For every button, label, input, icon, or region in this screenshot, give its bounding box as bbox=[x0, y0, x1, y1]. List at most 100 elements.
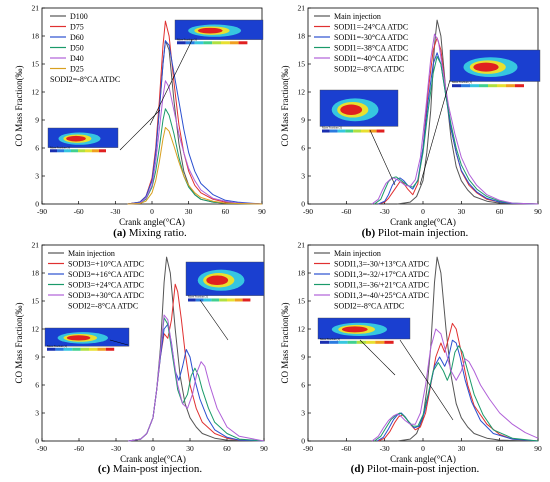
legend-note: SODI2=-8°CA ATDC bbox=[50, 75, 120, 84]
x-tick-label: -60 bbox=[341, 207, 351, 216]
legend-label: D40 bbox=[70, 54, 84, 63]
series-line-3 bbox=[127, 40, 263, 205]
annotation-arrow bbox=[149, 39, 193, 126]
y-tick-label: 9 bbox=[301, 353, 305, 362]
series-line-2 bbox=[127, 20, 263, 205]
series-line-6 bbox=[127, 127, 263, 205]
cfd-contour-inset: Mass Fraction (1) bbox=[319, 89, 399, 133]
x-tick-label: -30 bbox=[111, 444, 121, 453]
legend-label: SODI3=+10°CA ATDC bbox=[68, 260, 144, 269]
annotation-arrow bbox=[369, 129, 396, 186]
x-tick-label: -90 bbox=[37, 444, 47, 453]
y-tick-label: 21 bbox=[32, 4, 40, 13]
y-tick-label: 12 bbox=[32, 88, 40, 97]
cfd-contour-inset: Mass Fraction (1) bbox=[174, 19, 264, 45]
x-tick-label: 90 bbox=[534, 444, 542, 453]
y-tick-label: 0 bbox=[35, 437, 39, 446]
legend-label: SODI1,3=-40/+25°CA ATDC bbox=[334, 291, 429, 300]
legend-label: D100 bbox=[70, 12, 88, 21]
legend-label: SODI1=-24°CA ATDC bbox=[334, 23, 408, 32]
chart-b: -90 -60 -30 0 30 60 90 0 3 6 9 12 15 18 21 Crank angle(… bbox=[280, 4, 542, 228]
y-tick-label: 0 bbox=[301, 200, 305, 209]
series-line-3 bbox=[128, 323, 265, 442]
caption-c-text: Main-post injection. bbox=[112, 463, 203, 475]
x-tick-label: -30 bbox=[380, 207, 390, 216]
cfd-contour-inset: Mass Fraction (1) bbox=[44, 327, 130, 351]
x-tick-label: -60 bbox=[341, 444, 351, 453]
x-tick-label: 60 bbox=[496, 207, 504, 216]
y-tick-label: 21 bbox=[32, 241, 40, 250]
caption-a-label: (a) bbox=[113, 227, 126, 239]
series-line-5 bbox=[371, 33, 539, 205]
y-tick-label: 18 bbox=[32, 32, 40, 41]
x-tick-label: 60 bbox=[222, 207, 230, 216]
legend-label: SODI1=-40°CA ATDC bbox=[334, 54, 408, 63]
x-tick-label: 0 bbox=[421, 207, 425, 216]
y-tick-label: 9 bbox=[301, 116, 305, 125]
y-tick-label: 3 bbox=[35, 409, 39, 418]
y-tick-label: 6 bbox=[35, 381, 39, 390]
y-tick-label: 15 bbox=[298, 60, 306, 69]
y-tick-label: 18 bbox=[32, 269, 40, 278]
caption-d-text: Pilot-main-post injection. bbox=[366, 463, 480, 475]
series-line-4 bbox=[128, 317, 265, 442]
caption-d: (d) Pilot-main-post injection. bbox=[280, 463, 550, 475]
caption-d-label: (d) bbox=[350, 463, 365, 475]
y-tick-label: 6 bbox=[35, 144, 39, 153]
chart-a: -90 -60 -30 0 30 60 90 0 3 6 9 12 15 18 21 Crank angle(… bbox=[14, 4, 266, 228]
x-axis-label: Crank angle(°CA) bbox=[120, 454, 186, 464]
y-tick-label: 6 bbox=[301, 144, 305, 153]
series-line-3 bbox=[376, 339, 539, 442]
legend-label: SODI1,3=-32/+17°CA ATDC bbox=[334, 270, 429, 279]
caption-a-text: Mixing ratio. bbox=[128, 227, 187, 239]
x-axis-label: Crank angle(°CA) bbox=[119, 217, 185, 227]
chart-c: -90 -60 -30 0 30 60 90 0 3 6 9 12 15 18 21 Crank angle(… bbox=[14, 241, 268, 465]
series-line-4 bbox=[374, 345, 539, 442]
y-tick-label: 18 bbox=[298, 32, 306, 41]
annotation-arrow bbox=[399, 339, 454, 421]
y-tick-label: 15 bbox=[298, 297, 306, 306]
x-tick-label: -60 bbox=[74, 444, 84, 453]
chart-d: -90 -60 -30 0 30 60 90 0 3 6 9 12 15 18 21 Crank angle(… bbox=[280, 241, 542, 465]
legend-label: D25 bbox=[70, 65, 84, 74]
legend-label: D60 bbox=[70, 33, 84, 42]
x-tick-label: 90 bbox=[258, 207, 266, 216]
x-tick-label: -90 bbox=[37, 207, 47, 216]
x-tick-label: -90 bbox=[303, 207, 313, 216]
x-tick-label: -30 bbox=[110, 207, 120, 216]
inset-colorbar-label: Mass Fraction (1) bbox=[188, 295, 208, 298]
series-line-5 bbox=[127, 80, 263, 205]
x-tick-label: 60 bbox=[223, 444, 231, 453]
x-tick-label: 0 bbox=[150, 207, 154, 216]
x-tick-label: -30 bbox=[380, 444, 390, 453]
x-tick-label: -90 bbox=[303, 444, 313, 453]
y-tick-label: 3 bbox=[301, 409, 305, 418]
x-tick-label: 60 bbox=[496, 444, 504, 453]
inset-colorbar-label: Mass Fraction (1) bbox=[50, 146, 70, 149]
legend-note: SODI2=-8°CA ATDC bbox=[68, 302, 138, 311]
y-tick-label: 3 bbox=[35, 172, 39, 181]
caption-b: (b) Pilot-main injection. bbox=[280, 227, 550, 239]
y-tick-label: 9 bbox=[35, 116, 39, 125]
annotation-arrow bbox=[359, 339, 396, 376]
legend-label: SODI1,3=-30/+13°CA ATDC bbox=[334, 260, 429, 269]
series-line-5 bbox=[128, 314, 265, 442]
cfd-contour-inset: Mass Fraction (1) bbox=[317, 317, 411, 344]
x-tick-label: 30 bbox=[186, 444, 194, 453]
x-tick-label: 0 bbox=[421, 444, 425, 453]
y-tick-label: 0 bbox=[301, 437, 305, 446]
y-tick-label: 15 bbox=[32, 60, 40, 69]
legend-label: SODI3=+24°CA ATDC bbox=[68, 281, 144, 290]
inset-colorbar-label: Mass Fraction (1) bbox=[47, 345, 67, 348]
legend-label: SODI1,3=-36/+21°CA ATDC bbox=[334, 281, 429, 290]
x-tick-label: 30 bbox=[458, 207, 466, 216]
y-axis-label: CO Mass Fraction(‰) bbox=[280, 303, 290, 384]
inset-colorbar-label: Mass Fraction (1) bbox=[322, 127, 342, 130]
legend-label: Main injection bbox=[334, 249, 381, 258]
legend-label: SODI3=+16°CA ATDC bbox=[68, 270, 144, 279]
y-tick-label: 12 bbox=[298, 325, 306, 334]
inset-colorbar-label: Mass Fraction (1) bbox=[452, 81, 472, 84]
series-line-2 bbox=[378, 322, 539, 442]
y-tick-label: 6 bbox=[301, 381, 305, 390]
caption-a: (a) Mixing ratio. bbox=[15, 227, 285, 239]
